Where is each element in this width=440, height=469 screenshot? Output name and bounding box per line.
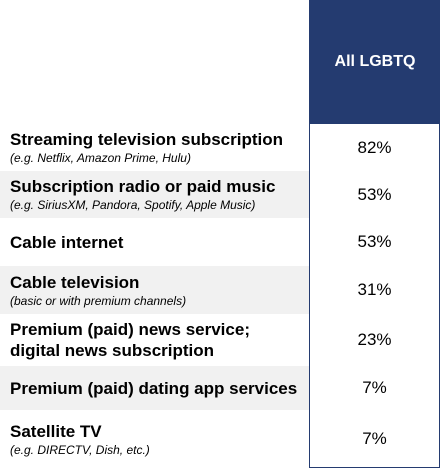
row-label-cell: Premium (paid) dating app services [0, 366, 309, 410]
row-label-cell: Cable television (basic or with premium … [0, 266, 309, 314]
row-label-cell: Premium (paid) news service; digital new… [0, 314, 309, 366]
row-sublabel: (basic or with premium channels) [10, 293, 187, 308]
row-value: 23% [309, 314, 440, 366]
row-sublabel: (e.g. DIRECTV, Dish, etc.) [10, 442, 150, 457]
row-value: 53% [309, 171, 440, 218]
table-row-satellite-tv: Satellite TV (e.g. DIRECTV, Dish, etc.) … [0, 410, 440, 468]
row-label: Subscription radio or paid music [10, 177, 276, 196]
header-row: All LGBTQ [0, 0, 440, 124]
row-sublabel: (e.g. Netflix, Amazon Prime, Hulu) [10, 151, 191, 165]
row-label: Streaming television subscription [10, 130, 284, 149]
table-row-streaming-tv: Streaming television subscription (e.g. … [0, 124, 440, 171]
row-label-cell: Subscription radio or paid music (e.g. S… [0, 171, 309, 218]
row-label: Cable internet [10, 232, 124, 252]
row-label-cell: Cable internet [0, 218, 309, 266]
table-row-cable-television: Cable television (basic or with premium … [0, 266, 440, 314]
table-row-subscription-radio: Subscription radio or paid music (e.g. S… [0, 171, 440, 218]
row-value: 53% [309, 218, 440, 266]
row-label: Premium (paid) news service; [10, 320, 250, 339]
column-header-all-lgbtq: All LGBTQ [309, 0, 440, 124]
row-label-cell: Streaming television subscription (e.g. … [0, 124, 309, 171]
row-label: Premium (paid) dating app services [10, 378, 298, 398]
row-value: 82% [309, 124, 440, 171]
row-value: 7% [309, 366, 440, 410]
row-sublabel: (e.g. SiriusXM, Pandora, Spotify, Apple … [10, 198, 256, 212]
row-label-cell: Satellite TV (e.g. DIRECTV, Dish, etc.) [0, 410, 309, 468]
column-header-label: All LGBTQ [334, 53, 416, 70]
row-value: 31% [309, 266, 440, 314]
row-label: Satellite TV [10, 421, 102, 441]
table-row-premium-news: Premium (paid) news service; digital new… [0, 314, 440, 366]
row-value: 7% [309, 410, 440, 468]
row-label-line2: digital news subscription [10, 341, 215, 360]
table-row-dating-app: Premium (paid) dating app services 7% [0, 366, 440, 410]
table-row-cable-internet: Cable internet 53% [0, 218, 440, 266]
row-label: Cable television [10, 272, 140, 292]
